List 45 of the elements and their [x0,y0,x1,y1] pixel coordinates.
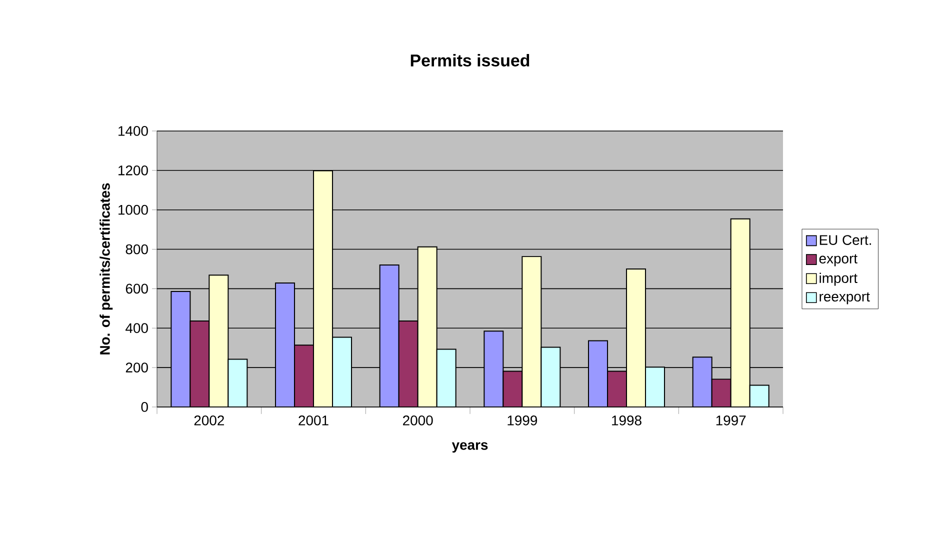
chart-title: Permits issued [410,54,530,66]
bar [692,356,712,407]
bar [607,370,628,407]
y-tick-label: 800 [126,244,148,254]
y-tick-label: 400 [126,323,148,334]
bar [484,330,504,407]
bar [228,358,248,407]
bar [332,336,352,407]
legend-label: reexport [820,292,870,304]
bar [170,290,191,407]
x-tick-label: 1998 [612,415,642,426]
x-tick-label: 2002 [194,415,224,426]
x-tick-label: 2001 [298,415,328,426]
y-tick-label: 1000 [118,204,148,215]
bar [711,378,732,407]
bar [645,366,666,407]
legend-label: EU Cert. [820,235,871,245]
bar [436,348,456,407]
x-tick-label: 1997 [716,415,746,426]
bar [588,340,608,407]
bar [730,218,750,407]
y-tick-label: 1200 [118,165,148,176]
bar [313,170,334,407]
y-tick-label: 600 [126,284,148,294]
y-tick-label: 200 [126,362,148,372]
x-tick-label: 1999 [508,415,538,426]
x-axis-title: years [452,442,488,453]
bar [208,274,229,407]
bar [749,384,770,407]
bar [275,282,296,407]
bar [502,370,523,407]
y-tick-label: 1400 [118,126,148,136]
bar [190,320,210,407]
legend-label: export [819,254,858,266]
x-tick-label: 2000 [403,415,433,426]
legend-label: import [820,272,858,286]
bar [294,344,314,407]
bar [540,346,561,407]
bar [626,268,646,407]
y-axis-title: No. of permits/certificates [100,183,113,354]
bar [522,256,542,407]
y-tick-label: 0 [141,402,148,412]
bar [417,246,438,407]
bar [398,320,418,407]
bar [379,264,400,407]
